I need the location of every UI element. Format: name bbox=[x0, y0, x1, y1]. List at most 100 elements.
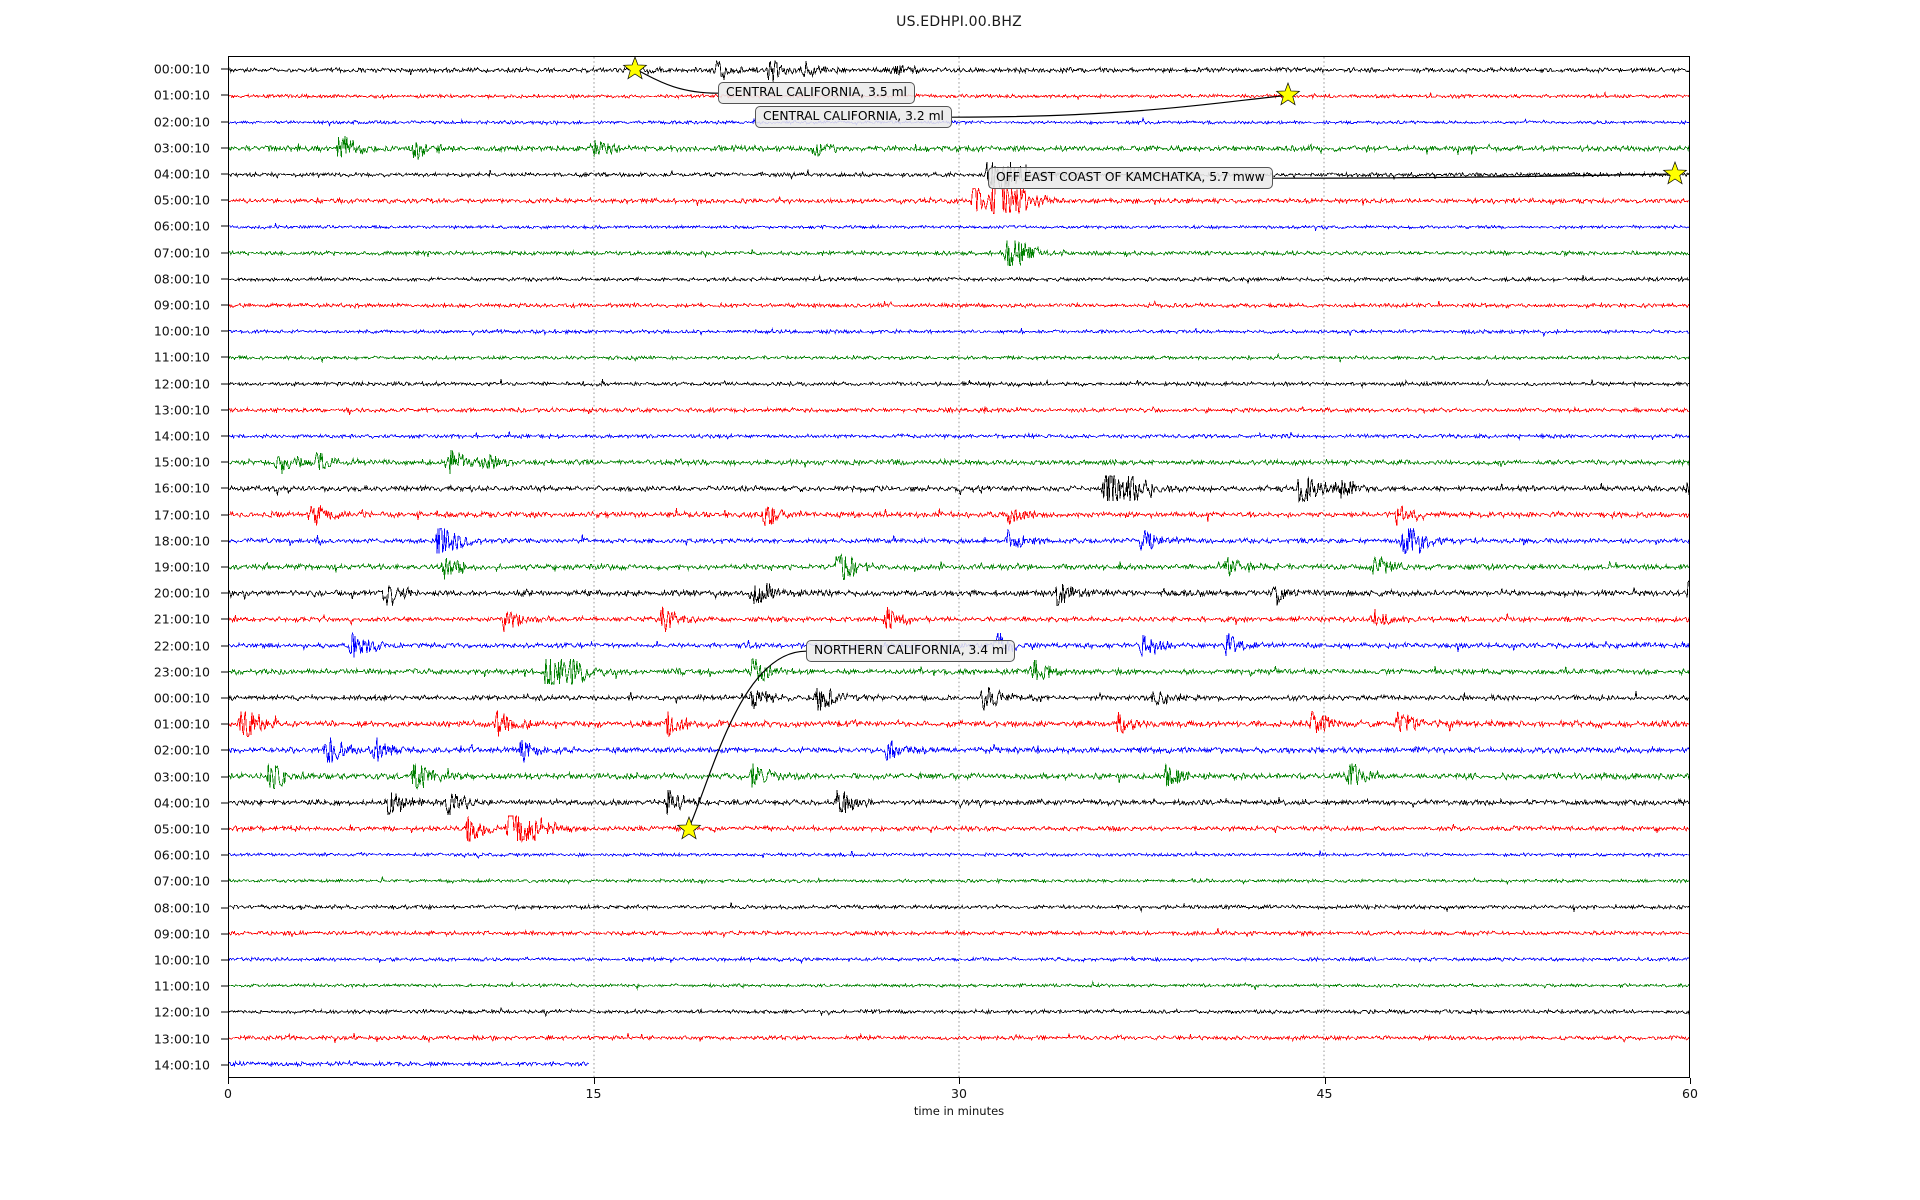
y-tick-mark bbox=[221, 802, 228, 804]
y-tick-mark bbox=[221, 94, 228, 96]
y-tick-label: 04:00:10 bbox=[153, 166, 210, 182]
y-tick-mark bbox=[221, 383, 228, 385]
trace-line bbox=[229, 902, 1689, 913]
y-tick-mark bbox=[221, 749, 228, 751]
event-star-marker bbox=[622, 56, 648, 80]
y-tick-label: 03:00:10 bbox=[153, 769, 210, 785]
trace-line bbox=[229, 135, 1689, 160]
y-tick-label: 22:00:10 bbox=[153, 638, 210, 654]
y-tick-mark bbox=[221, 592, 228, 594]
y-tick-label: 11:00:10 bbox=[153, 978, 210, 994]
y-tick-mark bbox=[221, 566, 228, 568]
x-tick-mark bbox=[228, 1078, 229, 1084]
y-tick-label: 06:00:10 bbox=[153, 218, 210, 234]
x-axis-title: time in minutes bbox=[913, 1104, 1005, 1118]
y-tick-mark bbox=[221, 959, 228, 961]
trace-line bbox=[229, 352, 1689, 364]
y-tick-mark bbox=[221, 907, 228, 909]
trace-line bbox=[229, 274, 1689, 284]
grid-lines bbox=[593, 57, 1325, 1077]
y-tick-mark bbox=[221, 985, 228, 987]
y-tick-label: 01:00:10 bbox=[153, 716, 210, 732]
x-tick-mark bbox=[1324, 1078, 1326, 1084]
y-tick-mark bbox=[221, 645, 228, 647]
x-tick-mark bbox=[959, 1078, 960, 1084]
trace-line bbox=[229, 240, 1689, 267]
plot-area bbox=[228, 56, 1690, 1078]
y-tick-label: 00:00:10 bbox=[153, 690, 210, 706]
y-tick-label: 23:00:10 bbox=[153, 664, 210, 680]
y-tick-label: 20:00:10 bbox=[153, 585, 210, 601]
y-tick-label: 12:00:10 bbox=[153, 376, 210, 392]
y-tick-label: 13:00:10 bbox=[153, 402, 210, 418]
y-tick-label: 05:00:10 bbox=[153, 821, 210, 837]
y-tick-mark bbox=[221, 1064, 228, 1066]
event-star-marker bbox=[1663, 160, 1688, 185]
star-glyph bbox=[622, 56, 648, 80]
x-tick-mark bbox=[1690, 1078, 1691, 1084]
y-tick-mark bbox=[221, 409, 228, 411]
y-tick-label: 10:00:10 bbox=[153, 323, 210, 339]
event-callout-label: CENTRAL CALIFORNIA, 3.2 ml bbox=[755, 106, 952, 129]
y-tick-mark bbox=[221, 435, 228, 437]
y-tick-mark bbox=[221, 252, 228, 254]
y-tick-mark bbox=[221, 618, 228, 620]
star-glyph bbox=[1663, 160, 1688, 185]
event-star-marker bbox=[676, 816, 701, 840]
y-tick-label: 11:00:10 bbox=[153, 349, 210, 365]
trace-line bbox=[229, 1032, 1689, 1044]
trace-line bbox=[229, 737, 1689, 763]
y-tick-mark bbox=[221, 173, 228, 175]
y-tick-label: 15:00:10 bbox=[153, 454, 210, 470]
y-tick-mark bbox=[221, 540, 228, 542]
event-callout-label: OFF EAST COAST OF KAMCHATKA, 5.7 mww bbox=[988, 167, 1273, 190]
x-tick-label: 45 bbox=[1316, 1086, 1333, 1101]
y-tick-mark bbox=[221, 330, 228, 332]
event-star-marker bbox=[1275, 82, 1301, 106]
y-tick-mark bbox=[221, 697, 228, 699]
y-tick-label: 16:00:10 bbox=[153, 480, 210, 496]
x-axis-labels: 0 15 30 45 60 bbox=[0, 1078, 1920, 1118]
trace-line bbox=[229, 60, 1689, 82]
trace-line bbox=[229, 222, 1689, 232]
trace-line bbox=[229, 527, 1689, 555]
trace-line bbox=[229, 876, 1689, 886]
y-tick-label: 07:00:10 bbox=[153, 873, 210, 889]
y-tick-label: 07:00:10 bbox=[153, 245, 210, 261]
trace-line bbox=[229, 686, 1689, 711]
star-glyph bbox=[676, 816, 701, 840]
y-tick-label: 19:00:10 bbox=[153, 559, 210, 575]
y-tick-label: 05:00:10 bbox=[153, 192, 210, 208]
y-tick-label: 21:00:10 bbox=[153, 611, 210, 627]
y-tick-mark bbox=[221, 121, 228, 122]
trace-line bbox=[229, 1006, 1689, 1018]
page-title: US.EDHPI.00.BHZ bbox=[896, 14, 1022, 30]
trace-line bbox=[229, 658, 1689, 686]
y-tick-label: 08:00:10 bbox=[153, 900, 210, 916]
trace-line bbox=[229, 552, 1689, 581]
y-tick-mark bbox=[221, 1011, 228, 1013]
trace-line bbox=[229, 980, 1689, 991]
star-glyph bbox=[1275, 82, 1301, 106]
trace-line bbox=[229, 475, 1689, 503]
y-tick-label: 04:00:10 bbox=[153, 795, 210, 811]
x-tick-label: 15 bbox=[585, 1086, 602, 1101]
y-tick-mark bbox=[221, 461, 228, 463]
x-tick-label: 0 bbox=[224, 1086, 232, 1101]
y-tick-label: 14:00:10 bbox=[153, 1057, 210, 1073]
y-tick-label: 14:00:10 bbox=[153, 428, 210, 444]
trace-line bbox=[229, 449, 1689, 475]
y-tick-label: 02:00:10 bbox=[153, 742, 210, 758]
trace-line bbox=[229, 431, 1689, 441]
event-callout-label: NORTHERN CALIFORNIA, 3.4 ml bbox=[806, 640, 1016, 663]
y-tick-mark bbox=[221, 147, 228, 149]
y-tick-label: 09:00:10 bbox=[153, 926, 210, 942]
x-tick-mark bbox=[593, 1078, 595, 1084]
y-tick-label: 01:00:10 bbox=[153, 87, 210, 103]
y-tick-label: 09:00:10 bbox=[153, 297, 210, 313]
y-tick-mark bbox=[221, 278, 228, 280]
y-tick-label: 06:00:10 bbox=[153, 847, 210, 863]
y-tick-mark bbox=[221, 225, 228, 227]
y-tick-mark bbox=[221, 487, 228, 489]
y-tick-mark bbox=[221, 828, 228, 830]
